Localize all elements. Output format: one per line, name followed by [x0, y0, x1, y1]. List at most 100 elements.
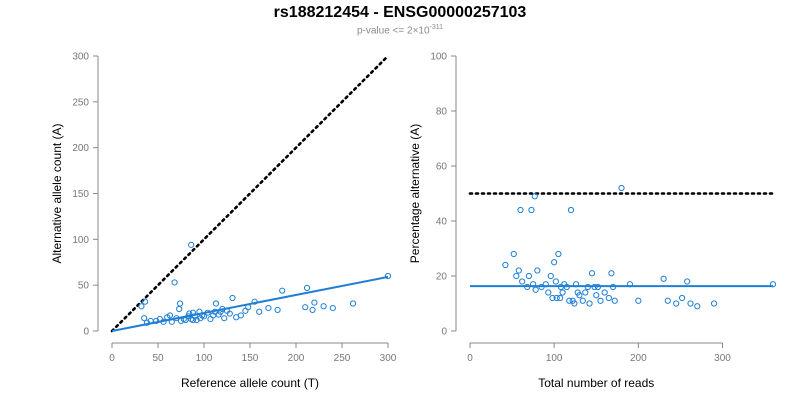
right-data-point — [635, 297, 642, 304]
right-data-point — [576, 292, 583, 299]
left-data-point — [265, 304, 272, 312]
right-data-point — [567, 206, 575, 214]
right-data-point — [552, 278, 559, 285]
left-y-tick-label: 50 — [78, 281, 90, 292]
right-data-point — [673, 300, 680, 307]
right-y-tick-label: 60 — [436, 162, 448, 173]
left-data-point — [188, 241, 195, 248]
left-data-point — [143, 319, 151, 326]
left-data-point — [221, 315, 228, 322]
right-data-point — [538, 283, 545, 291]
right-data-point — [524, 283, 531, 291]
right-data-point — [694, 303, 701, 310]
left-data-point — [242, 307, 249, 314]
right-data-point — [519, 278, 526, 285]
left-x-axis-label: Reference allele count (T) — [181, 376, 319, 390]
right-data-point — [679, 294, 686, 302]
right-data-point — [609, 283, 617, 291]
left-data-point — [329, 304, 336, 312]
right-data-point — [532, 286, 539, 293]
right-y-axis-label: Percentage alternative (A) — [408, 124, 422, 263]
right-data-point — [556, 294, 564, 302]
left-data-point — [176, 305, 183, 313]
right-data-point — [534, 267, 541, 274]
right-data-point — [563, 283, 570, 291]
left-data-point — [311, 299, 318, 306]
left-data-point — [171, 279, 178, 286]
left-data-point — [274, 306, 281, 314]
right-data-point — [579, 297, 586, 304]
left-data-point — [212, 300, 220, 307]
right-data-point — [582, 289, 589, 296]
left-data-point — [186, 310, 193, 317]
pvalue-prefix: p-value <= 2 — [356, 25, 413, 37]
left-reference-line — [110, 54, 390, 333]
right-data-point — [549, 294, 556, 302]
left-data-point — [153, 317, 160, 325]
right-y-tick-label: 80 — [436, 107, 448, 118]
left-data-point — [142, 298, 149, 305]
left-data-point — [226, 310, 233, 317]
right-x-tick-label: 300 — [714, 353, 731, 364]
left-data-point — [251, 298, 258, 305]
left-data-point — [141, 315, 148, 322]
left-data-point — [237, 312, 244, 319]
left-data-point — [207, 315, 214, 323]
right-y-tick-label: 100 — [430, 52, 447, 63]
left-x-tick-label: 0 — [109, 353, 115, 364]
right-data-point — [513, 272, 520, 280]
right-data-point — [664, 297, 671, 304]
right-data-point — [502, 261, 509, 269]
right-data-point — [601, 289, 608, 296]
right-data-point — [586, 300, 593, 307]
right-data-point — [517, 206, 524, 214]
left-data-point — [160, 318, 167, 325]
right-data-point — [555, 250, 562, 258]
left-y-tick-label: 300 — [72, 52, 89, 63]
left-data-point — [193, 316, 200, 324]
left-data-point — [320, 303, 327, 310]
chart-subtitle: p-value <= 2×10-311 — [0, 24, 800, 36]
left-x-tick-label: 150 — [242, 353, 259, 364]
left-data-point — [168, 318, 175, 325]
left-data-point — [176, 300, 184, 307]
right-data-point — [584, 283, 591, 291]
left-data-point — [309, 306, 316, 314]
left-x-tick-label: 100 — [196, 353, 213, 364]
right-data-point — [510, 250, 517, 258]
right-data-point — [608, 270, 615, 277]
left-data-point — [191, 313, 198, 320]
left-x-tick-label: 50 — [152, 353, 164, 364]
left-fit-line — [111, 275, 389, 332]
right-x-tick-label: 0 — [467, 353, 473, 364]
right-data-point — [542, 281, 549, 288]
right-x-axis-label: Total number of reads — [538, 376, 654, 390]
right-y-tick-label: 0 — [441, 327, 447, 338]
right-data-point — [566, 297, 573, 304]
left-y-tick-label: 200 — [72, 143, 89, 154]
pvalue-times: × — [412, 25, 419, 37]
left-data-point — [245, 304, 252, 311]
right-data-point — [597, 297, 604, 304]
right-y-tick-label: 20 — [436, 272, 448, 283]
right-data-point — [710, 300, 718, 307]
right-data-point — [530, 281, 537, 288]
right-data-point — [618, 184, 625, 192]
right-data-point — [545, 289, 552, 296]
right-x-tick-label: 100 — [546, 353, 563, 364]
left-data-point — [166, 312, 174, 319]
right-data-point — [588, 270, 596, 277]
right-data-point — [547, 272, 554, 280]
left-data-point — [229, 294, 236, 302]
right-data-point — [591, 283, 598, 291]
right-x-tick-label: 200 — [630, 353, 647, 364]
right-data-point — [687, 300, 694, 307]
left-data-point — [302, 304, 309, 311]
right-data-point — [594, 283, 602, 291]
left-y-tick-label: 150 — [72, 189, 89, 200]
right-data-point — [559, 289, 566, 296]
left-y-tick-label: 0 — [83, 327, 89, 338]
left-data-point — [204, 309, 211, 316]
